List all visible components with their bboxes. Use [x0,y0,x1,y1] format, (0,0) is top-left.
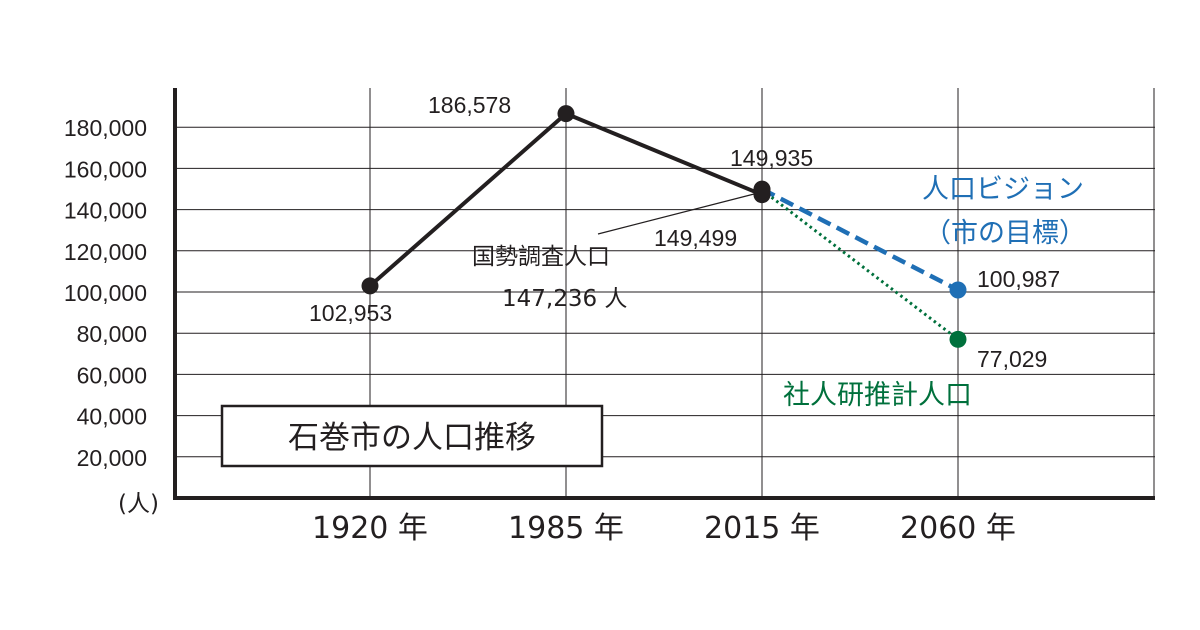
ipss-series-name: 社人研推計人口 [783,380,972,411]
data-labels: 102,953 186,578 149,935 149,499 100,987 … [309,92,1060,372]
census-annotation: 国勢調査人口 147,236 人 [472,192,759,312]
y-tick-label: 100,000 [64,280,147,306]
census-leader-line [597,192,759,235]
x-tick-label: 1920 年 [312,511,428,546]
x-tick-label: 2060 年 [900,511,1016,546]
data-point [361,277,379,295]
label-2060-vision: 100,987 [977,266,1060,292]
axes [173,88,1155,500]
series-line-2 [761,188,959,341]
label-1985: 186,578 [428,92,511,118]
label-2060-ipss: 77,029 [977,346,1047,372]
y-tick-label: 80,000 [77,321,147,347]
x-tick-labels: 1920 年 1985 年 2015 年 2060 年 [312,511,1016,546]
series-line-1 [760,187,960,292]
census-series-name: 国勢調査人口 [472,244,610,270]
y-tick-label: 40,000 [77,404,147,430]
chart-title-box: 石巻市の人口推移 [220,404,604,468]
data-point [557,105,575,123]
vision-annotation: 人口ビジョン （市の目標） [922,174,1086,249]
series-points [361,105,967,348]
vision-series-name: 人口ビジョン [922,174,1084,205]
y-tick-labels: 180,000 160,000 140,000 120,000 100,000 80,00… [64,115,147,471]
x-tick-label: 1985 年 [508,511,624,546]
y-tick-label: 120,000 [64,239,147,265]
data-point [949,330,967,348]
label-2015-vision: 149,935 [730,145,813,171]
y-unit-label: (人) [118,491,159,517]
data-point [753,181,771,199]
y-tick-label: 20,000 [77,445,147,471]
vision-series-subtitle: （市の目標） [924,218,1086,249]
x-tick-label: 2015 年 [704,511,820,546]
census-2015-value: 147,236 人 [502,286,627,312]
y-tick-label: 180,000 [64,115,147,141]
label-2015-ipss: 149,499 [654,225,737,251]
y-tick-label: 160,000 [64,156,147,182]
chart-title: 石巻市の人口推移 [288,420,536,456]
data-point [949,281,967,299]
ipss-annotation: 社人研推計人口 [783,380,972,411]
y-tick-label: 60,000 [77,362,147,388]
y-tick-label: 140,000 [64,198,147,224]
label-1920: 102,953 [309,300,392,326]
